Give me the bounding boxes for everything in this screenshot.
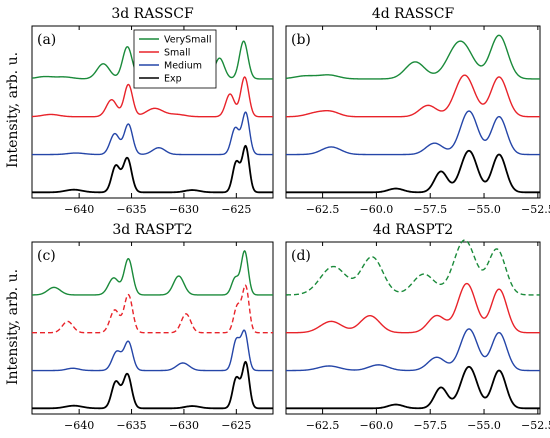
x-tick-label: −57.5 — [413, 203, 447, 216]
panel-3: −62.5 −60.0 −57.5 −55.0 −52.5 4d RASPT2 (d) — [285, 222, 550, 432]
x-tick-label: −52.5 — [521, 419, 550, 432]
series-line-verysmall — [31, 250, 273, 296]
panel-frame — [285, 241, 541, 415]
panel-title: 4d RASPT2 — [373, 222, 453, 238]
series-line-exp — [285, 149, 541, 194]
x-tick-label: −625 — [221, 203, 251, 216]
x-tick-label: −57.5 — [413, 419, 447, 432]
legend-label: Small — [164, 48, 190, 59]
x-tick-label: −55.0 — [467, 203, 501, 216]
x-tick-label: −640 — [64, 419, 94, 432]
panel-letter: (a) — [37, 32, 56, 48]
x-tick-label: −60.0 — [360, 419, 394, 432]
panel-2: −640 −635 −630 −625 3d RASPT2 (c) — [31, 222, 274, 432]
panel-title: 4d RASSCF — [372, 6, 455, 22]
panel-title: 3d RASSCF — [111, 6, 194, 22]
legend-label: VerySmall — [164, 35, 212, 46]
panel-letter: (c) — [37, 248, 56, 264]
series-line-medium — [32, 111, 273, 156]
series-line-exp — [285, 365, 541, 410]
series-line-small — [32, 284, 273, 334]
series-line-exp — [31, 144, 274, 194]
panel-frame — [31, 241, 274, 415]
x-tick-label: −635 — [116, 203, 146, 216]
panel-frame — [31, 25, 274, 199]
legend-label: Exp — [164, 74, 182, 85]
x-tick-label: −55.0 — [467, 419, 501, 432]
panel-title: 3d RASPT2 — [112, 222, 192, 238]
panel-letter: (b) — [291, 32, 311, 48]
series-line-small — [286, 282, 540, 334]
panel-0: −640 −635 −630 −625 3d RASSCF (a) VerySmall Sma… — [31, 6, 274, 216]
series-line-verysmall — [285, 34, 540, 80]
series-line-medium — [286, 328, 540, 372]
series-line-medium — [32, 329, 273, 372]
y-axis-label-top: Intensity, arb. u. — [5, 52, 21, 168]
panel-frame — [285, 25, 541, 199]
x-tick-label: −630 — [169, 203, 199, 216]
legend-label: Medium — [164, 61, 202, 72]
x-tick-label: −62.5 — [306, 203, 340, 216]
legend: VerySmall Small Medium Exp — [133, 29, 217, 89]
panel-1: −62.5 −60.0 −57.5 −55.0 −52.5 4d RASSCF (b) — [285, 6, 550, 216]
x-tick-label: −62.5 — [306, 419, 340, 432]
series-line-small — [31, 76, 273, 118]
x-tick-label: −630 — [169, 419, 199, 432]
x-tick-label: −625 — [221, 419, 251, 432]
panels: −640 −635 −630 −625 3d RASSCF (a) VerySmall Sma… — [31, 6, 550, 432]
series-line-small — [285, 74, 540, 118]
x-tick-label: −635 — [116, 419, 146, 432]
series-line-exp — [31, 360, 274, 410]
panel-letter: (d) — [291, 248, 311, 264]
x-tick-label: −52.5 — [521, 203, 550, 216]
y-axis-label-bottom: Intensity, arb. u. — [5, 269, 21, 385]
series-line-verysmall — [285, 239, 540, 296]
x-tick-label: −60.0 — [360, 203, 394, 216]
series-line-medium — [286, 110, 540, 156]
x-tick-label: −640 — [64, 203, 94, 216]
